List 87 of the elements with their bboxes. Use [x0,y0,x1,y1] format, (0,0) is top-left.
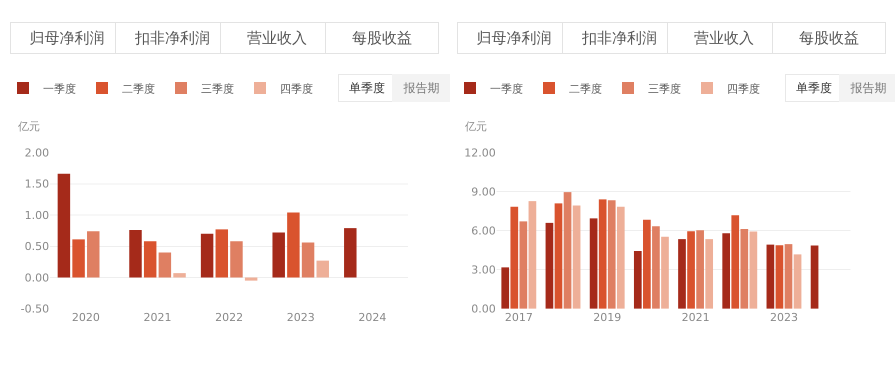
bar [519,221,528,309]
bar [510,206,518,309]
x-tick-label: 2024 [358,310,386,324]
bar [590,218,598,309]
bar [200,234,214,278]
bar [750,232,758,309]
bar [546,222,554,309]
x-tick-label: 2019 [593,310,622,324]
bar [776,245,784,309]
text: 单季度 [796,81,832,95]
bar [616,206,625,309]
text: 归母净利润 [30,29,104,47]
text: 归母净利润 [476,29,552,47]
bar [528,201,536,309]
bar [287,212,300,278]
y-tick-label: 6.00 [471,224,496,238]
bar [643,220,651,309]
x-tick-label: 2023 [770,310,798,324]
bar [501,267,510,309]
legend-label: 三季度 [201,82,234,96]
x-tick-label: 2021 [144,310,172,324]
text: 扣非净利润 [134,29,210,47]
bar [173,273,186,278]
bar [216,229,228,278]
legend-label: 二季度 [122,82,155,96]
x-tick-label: 2023 [286,310,315,324]
bar [705,239,714,309]
bar [794,254,802,309]
bar [731,215,740,309]
bar [87,231,100,278]
bar [678,239,686,309]
bar [608,200,616,309]
text: 报告期 [402,81,440,95]
bar [661,236,669,309]
y-tick-label: 12.00 [464,146,496,160]
bar [766,244,774,309]
bar [652,226,660,309]
text: 单季度 [349,81,385,95]
y-tick-label: -0.50 [20,302,50,316]
bar [634,250,642,309]
bar [572,206,580,309]
y-tick-label: 0.50 [24,240,50,254]
legend-label: 一季度 [490,82,523,96]
y-tick-label: 0.00 [24,271,50,284]
legend-label: 四季度 [727,82,760,96]
bar [144,241,156,278]
bar [272,232,285,278]
x-tick-label: 2020 [72,310,100,324]
y-tick-label: 0.00 [471,302,496,316]
text: 每股收益 [799,29,859,47]
bar [129,230,142,278]
bar [598,199,607,309]
y-tick-label: 9.00 [471,185,496,198]
bar [554,203,562,309]
x-tick-label: 2021 [682,310,710,324]
text: 营业收入 [247,29,307,47]
bar [564,192,572,309]
bar [696,230,704,309]
text: 营业收入 [694,29,754,47]
y-tick-label: 2.00 [24,146,50,160]
bar [810,245,818,309]
bar [158,252,172,278]
bar [302,242,314,278]
legend-label: 二季度 [569,82,602,96]
bar [230,241,243,278]
bar [72,239,85,278]
bar [344,228,357,278]
legend-label: 一季度 [43,82,76,96]
text: 报告期 [850,81,886,95]
text: 每股收益 [352,29,412,47]
y-tick-label: 3.00 [471,264,496,277]
y-axis-title: 亿元 [17,120,40,133]
legend-label: 三季度 [648,82,681,96]
bar [784,244,792,309]
bar [687,231,695,309]
text: 扣非净利润 [581,29,657,47]
bar [58,174,70,278]
y-axis-title: 亿元 [464,120,487,133]
x-tick-label: 2022 [215,310,244,324]
bar [722,233,730,309]
y-tick-label: 1.50 [24,178,50,191]
bar [316,260,329,278]
x-tick-label: 2017 [504,310,533,324]
legend-label: 四季度 [280,82,313,96]
bar [740,228,748,309]
bar [244,278,258,281]
y-tick-label: 1.00 [24,208,50,222]
